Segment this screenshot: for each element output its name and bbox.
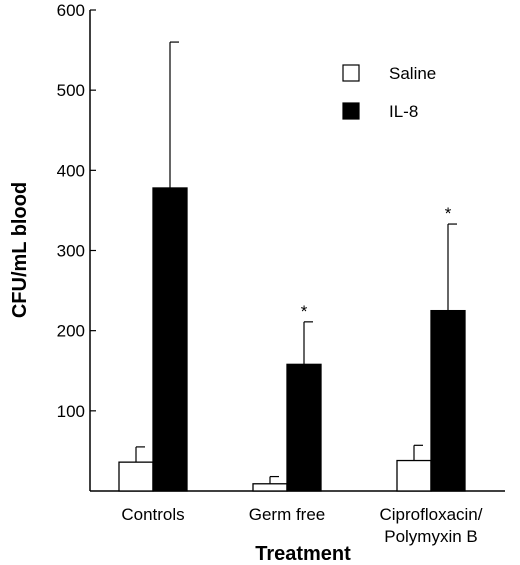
bar-saline: [118, 461, 154, 492]
legend-label: Saline: [389, 64, 436, 83]
legend-swatch: [342, 64, 360, 82]
y-axis-title: CFU/mL blood: [9, 182, 31, 318]
significance-marker: *: [445, 204, 452, 223]
bar-saline: [252, 483, 288, 492]
y-tick-label: 100: [57, 402, 85, 421]
y-tick-label: 300: [57, 242, 85, 261]
legend-label: IL-8: [389, 102, 418, 121]
y-tick-label: 600: [57, 1, 85, 20]
bars: **: [118, 41, 466, 492]
bar-il-8: [286, 363, 322, 492]
x-axis-title: Treatment: [255, 543, 351, 565]
x-tick-label: Ciprofloxacin/: [380, 505, 483, 524]
y-tick-label: 500: [57, 81, 85, 100]
y-tick-label: 400: [57, 161, 85, 180]
x-tick-label: Controls: [121, 505, 184, 524]
legend-swatch: [342, 102, 360, 120]
significance-marker: *: [301, 302, 308, 321]
bar-il-8: [430, 309, 466, 492]
axes: 100 200 300 400 500 600 Controls Germ free Cipro…: [57, 1, 505, 546]
bar-saline: [396, 459, 432, 492]
x-tick-label: Germ free: [249, 505, 326, 524]
x-tick-label: Polymyxin B: [384, 527, 478, 546]
y-tick-label: 200: [57, 322, 85, 341]
bar-il-8: [152, 187, 188, 492]
legend: Saline IL-8: [342, 64, 436, 121]
